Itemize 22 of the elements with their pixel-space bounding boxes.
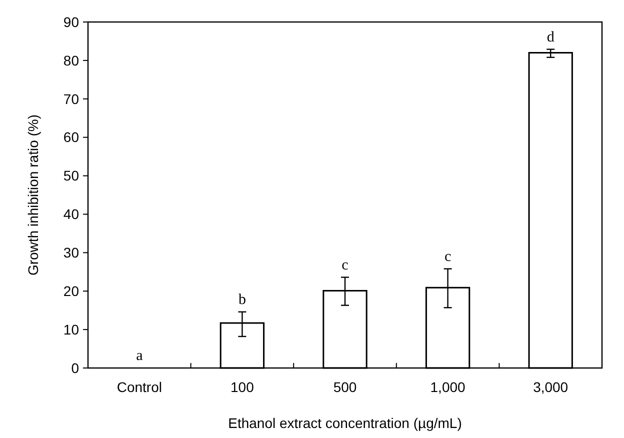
y-tick-label: 20 (63, 283, 80, 300)
x-tick-label: 3,000 (533, 379, 568, 395)
y-axis-title: Growth inhibition ratio (%) (25, 114, 41, 276)
y-tick-label: 30 (63, 244, 80, 261)
annotation: c (342, 257, 349, 274)
x-tick-label: 1,000 (430, 379, 466, 395)
annotation: b (238, 292, 246, 308)
annotation: a (136, 348, 144, 364)
y-tick-label: 60 (63, 129, 80, 146)
annotation: c (444, 248, 452, 265)
y-tick-label: 50 (63, 168, 80, 184)
x-tick-label: Control (116, 379, 162, 395)
y-tick-label: 80 (63, 52, 80, 68)
x-tick-label: 500 (333, 379, 357, 395)
x-axis-title: Ethanol extract concentration (µg/mL) (228, 415, 462, 431)
y-tick-label: 70 (63, 90, 80, 107)
y-tick-label: 0 (71, 360, 80, 376)
y-tick-label: 40 (63, 206, 80, 222)
annotation: d (546, 29, 555, 46)
x-tick-label: 100 (230, 379, 254, 395)
y-tick-label: 10 (63, 321, 80, 338)
y-tick-label: 90 (63, 14, 80, 30)
